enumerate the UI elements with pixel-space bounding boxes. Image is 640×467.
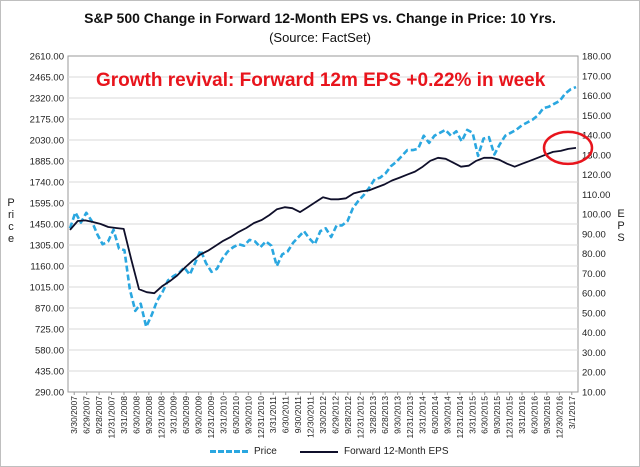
- left-tick-label: 1595.00: [30, 199, 64, 210]
- x-tick-label: 3/31/2015: [467, 396, 477, 434]
- left-tick-label: 1885.00: [30, 157, 64, 168]
- x-tick-label: 3/31/2014: [418, 396, 428, 434]
- right-tick-label: 40.00: [582, 328, 606, 339]
- annotation-text: Growth revival: Forward 12m EPS +0.22% i…: [96, 70, 546, 91]
- left-tick-label: 2175.00: [30, 115, 64, 126]
- x-tick-label: 12/31/2014: [455, 396, 465, 439]
- x-tick-label: 3/1/2017: [567, 396, 577, 429]
- x-tick-label: 9/30/2015: [492, 396, 502, 434]
- x-tick-label: 12/30/2011: [306, 396, 316, 438]
- right-tick-label: 20.00: [582, 368, 606, 379]
- x-tick-label: 6/28/2013: [380, 396, 390, 434]
- left-tick-label: 1740.00: [30, 178, 64, 189]
- right-tick-label: 60.00: [582, 289, 606, 300]
- right-tick-label: 140.00: [582, 131, 611, 142]
- x-tick-label: 3/31/2008: [119, 396, 129, 434]
- x-tick-label: 6/30/2009: [181, 396, 191, 434]
- x-tick-label: 3/30/2007: [69, 396, 79, 434]
- x-tick-label: 9/30/2016: [542, 396, 552, 434]
- right-tick-label: 120.00: [582, 170, 611, 181]
- left-tick-label: 2610.00: [30, 52, 64, 63]
- right-tick-label: 50.00: [582, 308, 606, 319]
- x-tick-label: 9/30/2014: [442, 396, 452, 434]
- x-tick-label: 9/30/2008: [144, 396, 154, 434]
- x-tick-label: 12/31/2010: [256, 396, 266, 439]
- x-tick-label: 12/31/2012: [355, 396, 365, 439]
- x-tick-label: 3/31/2010: [218, 396, 228, 434]
- chart-subtitle: (Source: FactSet): [269, 30, 371, 45]
- x-tick-label: 6/30/2016: [529, 396, 539, 434]
- right-axis-title: EPS: [617, 208, 625, 244]
- left-tick-label: 580.00: [35, 346, 64, 357]
- left-tick-label: 1015.00: [30, 283, 64, 294]
- left-tick-label: 870.00: [35, 304, 64, 315]
- legend-eps-label: Forward 12-Month EPS: [344, 446, 449, 457]
- x-tick-label: 3/28/2013: [368, 396, 378, 434]
- right-tick-label: 70.00: [582, 269, 606, 280]
- left-tick-label: 1450.00: [30, 220, 64, 231]
- right-tick-label: 160.00: [582, 91, 611, 102]
- left-axis-title: Price: [7, 197, 15, 245]
- x-tick-label: 3/30/2012: [318, 396, 328, 434]
- right-tick-label: 10.00: [582, 388, 606, 399]
- right-tick-label: 110.00: [582, 190, 610, 201]
- x-tick-label: 6/30/2015: [480, 396, 490, 434]
- right-tick-label: 170.00: [582, 71, 611, 82]
- x-tick-label: 6/30/2010: [231, 396, 241, 434]
- right-tick-label: 90.00: [582, 229, 606, 240]
- price-series-line: [68, 85, 577, 329]
- x-tick-label: 12/31/2013: [405, 396, 415, 439]
- left-tick-label: 725.00: [35, 325, 64, 336]
- x-tick-label: 9/30/2011: [293, 396, 303, 433]
- x-tick-label: 9/28/2007: [94, 396, 104, 434]
- x-tick-label: 12/31/2015: [505, 396, 515, 439]
- left-tick-label: 290.00: [35, 388, 64, 399]
- left-tick-label: 1160.00: [30, 262, 64, 273]
- left-tick-label: 435.00: [35, 367, 64, 378]
- x-tick-label: 12/31/2009: [206, 396, 216, 439]
- chart-title: S&P 500 Change in Forward 12-Month EPS v…: [84, 10, 556, 26]
- legend-item-price: Price: [210, 446, 277, 457]
- legend-price-label: Price: [254, 446, 277, 457]
- right-tick-label: 150.00: [582, 111, 611, 122]
- x-tick-label: 9/30/2009: [194, 396, 204, 434]
- legend-price-swatch: [210, 450, 248, 453]
- x-tick-label: 6/29/2012: [330, 396, 340, 434]
- left-tick-label: 2030.00: [30, 136, 64, 147]
- x-tick-label: 12/30/2016: [554, 396, 564, 439]
- legend-item-eps: Forward 12-Month EPS: [300, 446, 449, 457]
- x-tick-label: 6/30/2011: [281, 396, 291, 433]
- x-tick-label: 9/30/2010: [243, 396, 253, 434]
- right-tick-label: 180.00: [582, 52, 611, 63]
- right-tick-label: 130.00: [582, 150, 611, 161]
- x-tick-label: 12/31/2008: [156, 396, 166, 439]
- x-tick-label: 6/29/2007: [82, 396, 92, 434]
- x-tick-label: 6/30/2008: [131, 396, 141, 434]
- x-tick-label: 3/31/2016: [517, 396, 527, 434]
- x-tick-label: 12/31/2007: [107, 396, 117, 439]
- left-tick-label: 2465.00: [30, 73, 64, 84]
- right-tick-label: 80.00: [582, 249, 606, 260]
- legend-eps-swatch: [300, 450, 338, 453]
- right-tick-label: 100.00: [582, 210, 611, 221]
- x-tick-label: 6/30/2014: [430, 396, 440, 434]
- left-tick-label: 1305.00: [30, 241, 64, 252]
- right-tick-label: 30.00: [582, 348, 606, 359]
- eps-series-line: [69, 147, 577, 295]
- x-tick-label: 9/28/2012: [343, 396, 353, 434]
- x-tick-label: 9/30/2013: [393, 396, 403, 434]
- left-tick-label: 2320.00: [30, 94, 64, 105]
- x-tick-label: 3/31/2009: [169, 396, 179, 434]
- x-tick-label: 3/31/2011: [268, 396, 278, 433]
- legend: Price Forward 12-Month EPS: [0, 446, 640, 462]
- highlight-circle: [542, 130, 594, 166]
